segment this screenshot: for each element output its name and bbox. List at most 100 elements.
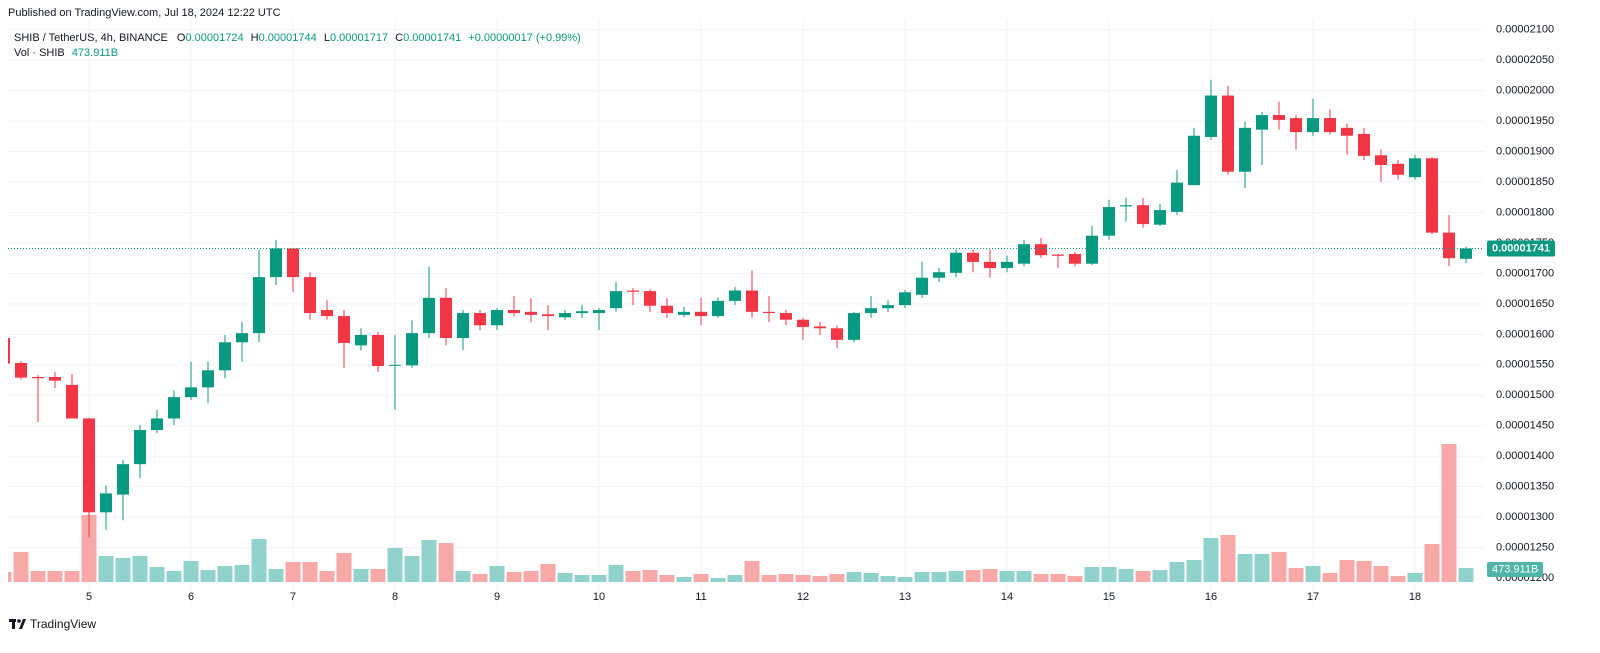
candle-body [593,310,605,314]
y-tick-label: 0.00001350 [1496,481,1554,493]
low-value: 0.00001717 [330,32,388,44]
candle-body [1426,158,1438,233]
y-tick-label: 0.00001400 [1496,450,1554,462]
candle-body [474,313,486,326]
volume-bar [149,567,165,582]
candle-body [729,290,741,301]
candle-body [15,363,27,378]
candle-body [355,334,367,346]
candle-body [525,311,537,315]
volume-bar [217,566,233,582]
y-tick-label: 0.00001300 [1496,511,1554,523]
volume-bar [319,571,335,582]
volume-bar [540,564,556,582]
volume-bar [1305,566,1321,582]
volume-bar [761,575,777,582]
volume-bar [880,576,896,582]
candle-body [66,384,78,419]
volume-bar [1356,561,1372,582]
volume-bar [302,562,318,582]
volume-bar [370,569,386,582]
candle-body [831,328,843,340]
volume-bar [812,576,828,582]
candle-body [967,252,979,262]
x-tick-label: 9 [494,591,500,603]
volume-bar [8,572,12,582]
candle-body [712,300,724,317]
candle-body [1103,207,1115,236]
footer-brand: TradingView [30,617,96,631]
candle-body [984,261,996,268]
candle-body [1086,235,1098,264]
volume-bar [744,561,760,582]
volume-bar [914,572,930,582]
y-tick-label: 0.00002050 [1496,54,1554,66]
volume-bar [1016,571,1032,582]
candle-body [1052,254,1064,256]
volume-bar [727,575,743,582]
volume-bar [625,571,641,582]
volume-bar [574,575,590,582]
candle-body [372,334,384,367]
volume-bar [98,556,114,582]
volume-bar [557,573,573,582]
y-tick-label: 0.00001800 [1496,206,1554,218]
candle-body [882,305,894,309]
candle-body [542,314,554,317]
candle-body [219,342,231,371]
candle-body [168,397,180,419]
volume-bar [897,577,913,582]
volume-bar [1458,568,1474,582]
volume-bar [591,575,607,582]
y-tick-label: 0.00002100 [1496,24,1554,36]
volume-bar [1254,554,1270,582]
y-tick-label: 0.00001850 [1496,176,1554,188]
y-tick-label: 0.00001900 [1496,146,1554,158]
volume-bar [1237,554,1253,582]
candle-body [576,311,588,314]
candle-body [1120,205,1132,207]
candle-body [321,310,333,317]
grid [8,20,1484,606]
volume-bar [982,569,998,582]
last-price-label: 0.00001741 [1492,242,1550,254]
candle-body [1205,95,1217,137]
candle-body [1443,232,1455,259]
candle-body [746,290,758,312]
volume-bar [30,571,46,582]
volume-bar [608,565,624,582]
volume-bar [1339,560,1355,582]
candle-body [185,387,197,398]
volume-bar [506,572,522,582]
volume-bar [47,571,63,582]
candle-body [100,493,112,513]
volume-bar [1288,568,1304,582]
candle-body [1460,248,1472,259]
volume-bar [846,572,862,582]
y-tick-label: 0.00001500 [1496,389,1554,401]
volume-bar [863,573,879,582]
candle-body [780,313,792,320]
candle-body [1069,253,1081,264]
volume-bar [81,514,97,582]
x-tick-label: 8 [392,591,398,603]
open-label: O [177,32,186,44]
candle-body [1358,133,1370,156]
volume-bar [200,570,216,582]
candle-body [423,297,435,334]
published-note: Published on TradingView.com, Jul 18, 20… [8,7,281,19]
candle-body [661,305,673,314]
symbol-title: SHIB / TetherUS, 4h, BINANCE [14,32,168,44]
candle-body [1171,182,1183,212]
candle-body [1290,118,1302,133]
volume-label: Vol · SHIB [14,47,65,59]
candle-body [814,326,826,329]
x-tick-label: 13 [899,591,911,603]
candle-body [8,338,10,364]
candle-body [1409,158,1421,178]
volume-bar [1322,573,1338,582]
volume-bar [523,571,539,582]
volume-bar [659,575,675,582]
x-tick-label: 15 [1103,591,1115,603]
